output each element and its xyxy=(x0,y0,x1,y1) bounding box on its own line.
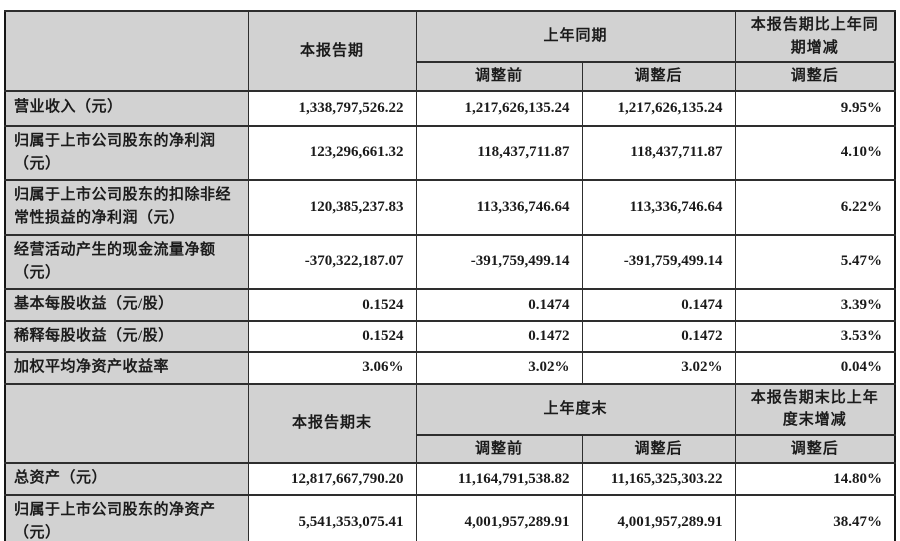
cell-prior-before: 113,336,746.64 xyxy=(415,179,583,236)
header-prior-year-end-group: 上年度末 xyxy=(415,382,736,436)
header-current-period-end: 本报告期末 xyxy=(247,382,417,464)
table-row-basic-eps: 基本每股收益（元/股） 0.1524 0.1474 0.1474 3.39% xyxy=(4,288,896,322)
cell-current: 0.1524 xyxy=(247,319,417,354)
subheader-change-adjusted: 调整后 xyxy=(734,61,896,92)
cell-current: 0.1524 xyxy=(247,288,417,322)
cell-prior-before: 4,001,957,289.91 xyxy=(415,494,583,541)
cell-current: 1,338,797,526.22 xyxy=(247,89,417,127)
cell-change: 0.04% xyxy=(734,351,896,385)
cell-change: 4.10% xyxy=(734,124,896,181)
row-label: 基本每股收益（元/股） xyxy=(4,288,249,322)
subheader-change-adjusted: 调整后 xyxy=(734,433,896,464)
row-label: 总资产（元） xyxy=(4,462,249,496)
cell-prior-before: -391,759,499.14 xyxy=(415,233,583,290)
table-row-operating-cash-flow: 经营活动产生的现金流量净额（元） -370,322,187.07 -391,75… xyxy=(4,233,896,290)
cell-change: 5.47% xyxy=(734,233,896,290)
financial-summary-table: 本报告期 上年同期 本报告期比上年同期增减 调整前 调整后 调整后 营业收入（元… xyxy=(4,10,897,541)
subheader-adjusted-before: 调整前 xyxy=(415,433,583,464)
table-row-net-profit-excl-nonrecurring: 归属于上市公司股东的扣除非经常性损益的净利润（元） 120,385,237.83… xyxy=(4,179,896,236)
cell-prior-after: 113,336,746.64 xyxy=(581,179,736,236)
cell-prior-after: -391,759,499.14 xyxy=(581,233,736,290)
cell-prior-after: 4,001,957,289.91 xyxy=(581,494,736,541)
row-label: 加权平均净资产收益率 xyxy=(4,351,249,385)
subheader-adjusted-after: 调整后 xyxy=(581,61,736,92)
cell-current: 123,296,661.32 xyxy=(247,124,417,181)
section2-subheader-row: 调整前 调整后 调整后 xyxy=(5,433,896,464)
cell-change: 3.39% xyxy=(734,288,896,322)
cell-prior-before: 3.02% xyxy=(415,351,583,385)
cell-prior-after: 118,437,711.87 xyxy=(581,124,736,181)
row-label: 归属于上市公司股东的扣除非经常性损益的净利润（元） xyxy=(4,179,249,236)
cell-prior-after: 11,165,325,303.22 xyxy=(581,462,736,496)
table-row-net-profit: 归属于上市公司股东的净利润（元） 123,296,661.32 118,437,… xyxy=(4,124,896,181)
table-row-net-assets: 归属于上市公司股东的净资产（元） 5,541,353,075.41 4,001,… xyxy=(4,494,896,541)
cell-current: 5,541,353,075.41 xyxy=(247,494,417,541)
header-current-period: 本报告期 xyxy=(247,10,417,92)
table-row-diluted-eps: 稀释每股收益（元/股） 0.1524 0.1472 0.1472 3.53% xyxy=(4,319,896,354)
header-corner-cell xyxy=(4,10,249,92)
row-label: 稀释每股收益（元/股） xyxy=(4,319,249,354)
cell-prior-before: 0.1474 xyxy=(415,288,583,322)
cell-prior-before: 11,164,791,538.82 xyxy=(415,462,583,496)
subheader-adjusted-after: 调整后 xyxy=(581,433,736,464)
cell-current: 120,385,237.83 xyxy=(247,179,417,236)
cell-prior-after: 3.02% xyxy=(581,351,736,385)
header-corner-cell xyxy=(4,382,249,464)
subheader-adjusted-before: 调整前 xyxy=(415,61,583,92)
cell-change: 14.80% xyxy=(734,462,896,496)
section1-header-row: 本报告期 上年同期 本报告期比上年同期增减 xyxy=(4,10,896,92)
cell-prior-before: 118,437,711.87 xyxy=(415,124,583,181)
cell-prior-after: 1,217,626,135.24 xyxy=(581,89,736,127)
header-change-group: 本报告期比上年同期增减 xyxy=(734,10,896,63)
cell-change: 6.22% xyxy=(734,179,896,236)
cell-change: 3.53% xyxy=(734,319,896,354)
cell-current: 12,817,667,790.20 xyxy=(247,462,417,496)
section2-header-row: 本报告期末 上年度末 本报告期末比上年度末增减 xyxy=(4,382,896,464)
row-label: 经营活动产生的现金流量净额（元） xyxy=(4,233,249,290)
cell-prior-after: 0.1474 xyxy=(581,288,736,322)
cell-change: 9.95% xyxy=(734,89,896,127)
cell-current: 3.06% xyxy=(247,351,417,385)
table-row-total-assets: 总资产（元） 12,817,667,790.20 11,164,791,538.… xyxy=(4,462,896,496)
header-period-end-change-group: 本报告期末比上年度末增减 xyxy=(734,382,896,436)
cell-prior-before: 1,217,626,135.24 xyxy=(415,89,583,127)
cell-prior-after: 0.1472 xyxy=(581,319,736,354)
cell-change: 38.47% xyxy=(734,494,896,541)
cell-prior-before: 0.1472 xyxy=(415,319,583,354)
row-label: 归属于上市公司股东的净资产（元） xyxy=(4,494,249,541)
row-label: 归属于上市公司股东的净利润（元） xyxy=(4,124,249,181)
row-label: 营业收入（元） xyxy=(4,89,249,127)
cell-current: -370,322,187.07 xyxy=(247,233,417,290)
table-row-weighted-avg-roe: 加权平均净资产收益率 3.06% 3.02% 3.02% 0.04% xyxy=(4,351,896,385)
header-prior-period-group: 上年同期 xyxy=(415,10,736,63)
table-row-revenue: 营业收入（元） 1,338,797,526.22 1,217,626,135.2… xyxy=(4,89,896,127)
